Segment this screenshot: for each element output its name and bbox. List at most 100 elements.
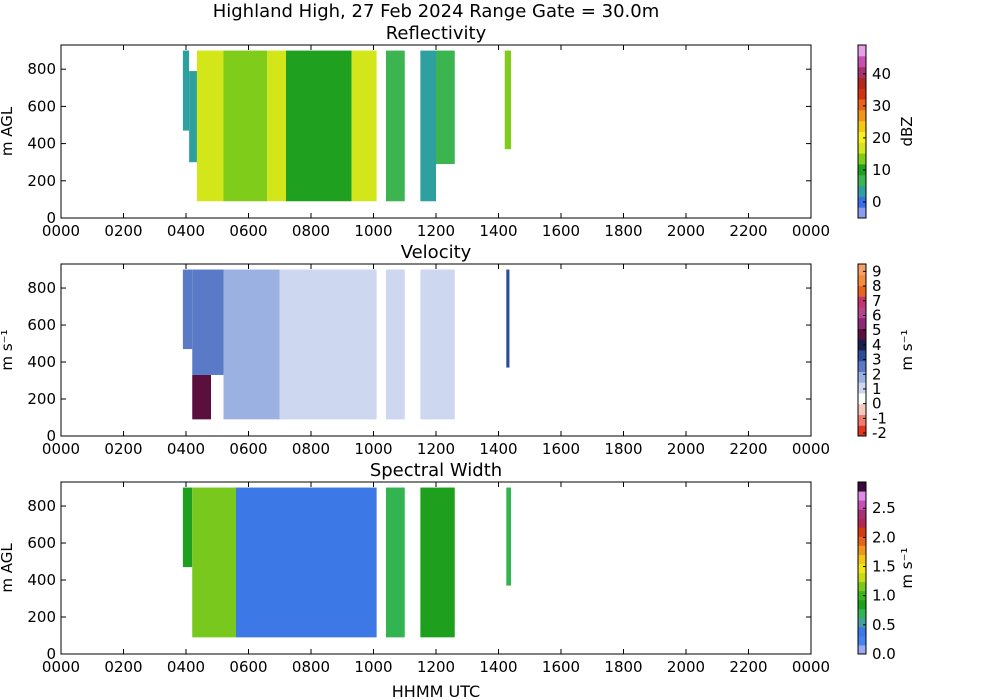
colorbar-segment (858, 296, 866, 308)
colorbar-segment (858, 142, 866, 154)
colorbar-tick-label: 1.0 (872, 587, 896, 605)
y-tick-label: 400 (27, 571, 56, 589)
colorbar-tick-label: 0 (872, 193, 882, 211)
y-tick-label: 600 (27, 316, 56, 334)
colorbar-segment (858, 590, 866, 601)
x-tick-label: 0400 (167, 440, 205, 458)
colorbar-segment (858, 403, 866, 415)
colorbar-segment (858, 264, 866, 276)
colorbar-segment (858, 307, 866, 319)
x-tick-label: 1000 (354, 222, 392, 240)
x-tick-label: 1400 (479, 222, 517, 240)
y-tick-label: 200 (27, 390, 56, 408)
colorbar-tick-label: 40 (872, 65, 891, 83)
colorbar-label: dBZ (898, 116, 916, 146)
colorbar-segment (858, 554, 866, 564)
colorbar-tick-label: 6 (872, 306, 882, 324)
data-swath (182, 50, 190, 131)
colorbar-tick-label: 2 (872, 365, 882, 383)
colorbar-segment (858, 163, 866, 176)
data-swath (351, 50, 377, 202)
colorbar-segment (858, 382, 866, 394)
x-tick-label: 0400 (167, 222, 205, 240)
colorbar-segment (858, 109, 866, 122)
swaths (182, 487, 511, 638)
x-tick-label: 0600 (229, 440, 267, 458)
colorbar-segment (858, 371, 866, 383)
x-tick-label: 1600 (542, 658, 580, 676)
x-tick-label: 0000 (42, 658, 80, 676)
colorbar-frame (857, 481, 867, 655)
data-swath (182, 269, 193, 350)
data-swath (420, 50, 436, 202)
x-tick-label: 0800 (292, 440, 330, 458)
x-tick-label: 1400 (479, 440, 517, 458)
colorbar-label: m s⁻¹ (898, 329, 916, 370)
y-axis-label: m AGL (0, 543, 16, 593)
y-tick-label: 0 (46, 645, 56, 663)
swaths (182, 269, 510, 420)
y-tick-label: 800 (27, 279, 56, 297)
y-tick-label: 400 (27, 135, 56, 153)
colorbar-segment (858, 339, 866, 351)
colorbar-segment (858, 285, 866, 297)
colorbar-tick-label: 0 (872, 395, 882, 413)
x-tick-label: 2200 (729, 658, 767, 676)
colorbar-segment (858, 328, 866, 340)
data-swath (286, 50, 352, 202)
colorbar-segment (858, 626, 866, 637)
x-tick-label: 2200 (729, 222, 767, 240)
colorbar-segment (858, 608, 866, 619)
colorbar-segment (858, 599, 866, 610)
colorbar-tick-label: 1.5 (872, 558, 896, 576)
colorbar-segment (858, 518, 866, 528)
data-swath (279, 269, 377, 420)
colorbar-tick-label: 2.0 (872, 528, 896, 546)
data-swath (386, 50, 405, 202)
colorbar-tick-label: 8 (872, 277, 882, 295)
x-tick-label: 1000 (354, 440, 392, 458)
x-tick-label: 1800 (604, 440, 642, 458)
data-swath (386, 487, 405, 638)
colorbar-segment (858, 635, 866, 646)
colorbar-segment (858, 55, 866, 68)
x-tick-label: 2200 (729, 440, 767, 458)
colorbar-tick-label: 30 (872, 97, 891, 115)
x-tick-label: 2000 (667, 658, 705, 676)
y-tick-label: 800 (27, 497, 56, 515)
x-tick-label: 0200 (104, 440, 142, 458)
colorbar-tick-label: 20 (872, 129, 891, 147)
colorbar-label: m s⁻¹ (898, 547, 916, 588)
colorbar-segment (858, 527, 866, 537)
figure-suptitle: Highland High, 27 Feb 2024 Range Gate = … (213, 1, 660, 22)
colorbar-segment (858, 482, 866, 492)
data-swath (436, 50, 455, 165)
data-swath (196, 50, 224, 202)
data-swath (192, 269, 224, 375)
colorbar-segment (858, 77, 866, 89)
x-tick-label: 0200 (104, 658, 142, 676)
x-tick-label: 2000 (667, 440, 705, 458)
colorbar-segment (858, 120, 866, 132)
colorbar-tick-label: 9 (872, 262, 882, 280)
colorbar-segment (858, 360, 866, 372)
data-swath (236, 487, 377, 638)
colorbar-segment (858, 88, 866, 100)
data-swath (223, 269, 280, 420)
colorbar-tick-label: -2 (872, 424, 887, 442)
colorbar-segment (858, 572, 866, 583)
y-tick-label: 600 (27, 534, 56, 552)
colorbar-segment (858, 185, 866, 197)
panel-title: Spectral Width (370, 460, 502, 481)
data-swath (192, 374, 211, 420)
colorbar-segment (858, 500, 866, 510)
x-tick-label: 0600 (229, 658, 267, 676)
y-tick-label: 400 (27, 353, 56, 371)
y-tick-label: 200 (27, 608, 56, 626)
x-tick-label: 1800 (604, 658, 642, 676)
colorbar-segment (858, 207, 866, 219)
colorbar-segment (858, 131, 866, 143)
y-axis-label: m s⁻¹ (0, 329, 16, 370)
